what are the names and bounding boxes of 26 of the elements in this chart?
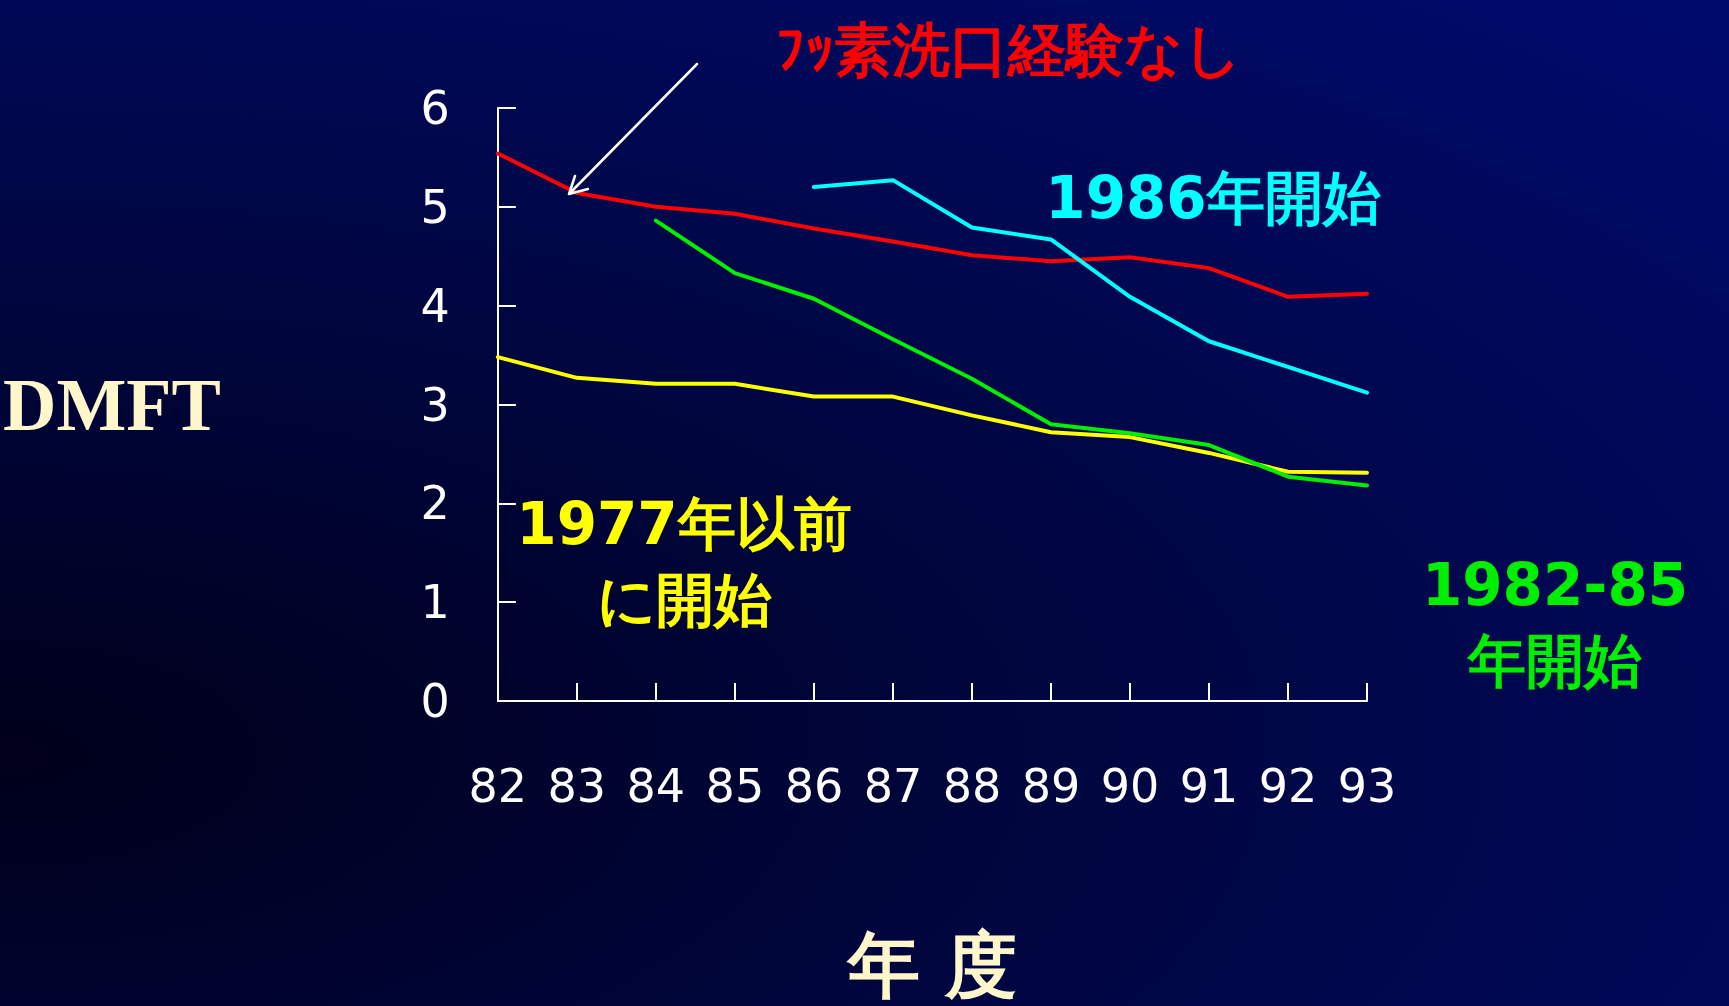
y-axis-title: DMFT [2,363,221,446]
x-tick-label: 86 [784,759,844,813]
y-tick-label: 2 [420,476,450,531]
line-series [495,355,1369,475]
y-tick-label: 4 [420,278,450,333]
x-axis-title: 年 度 [845,923,1017,1006]
x-tick-label: 89 [1021,759,1081,813]
y-tick-label: 5 [420,179,450,234]
x-tick-label: 91 [1179,759,1239,813]
x-tick-label: 93 [1337,759,1397,813]
y-tick-label: 0 [420,674,450,728]
series-label: 1986年開始 [1045,164,1381,232]
y-tick-label: 3 [420,377,450,432]
series-label: 1977年以前に開始 [516,490,852,634]
x-tick-label: 87 [863,759,923,813]
x-tick-label: 82 [468,759,528,813]
text: ﾌｯ素洗口経験なし [776,16,1242,84]
x-tick-label: 92 [1258,759,1318,813]
x-tick-label: 88 [942,759,1002,813]
x-tick-label: 83 [547,759,607,813]
x-tick-label: 85 [705,759,765,813]
x-tick-label: 90 [1100,759,1160,813]
series-label: 1982-85年開始 [1421,551,1689,695]
y-tick-label: 6 [420,81,450,135]
x-tick-label: 84 [626,759,686,813]
y-tick-label: 1 [420,575,450,630]
